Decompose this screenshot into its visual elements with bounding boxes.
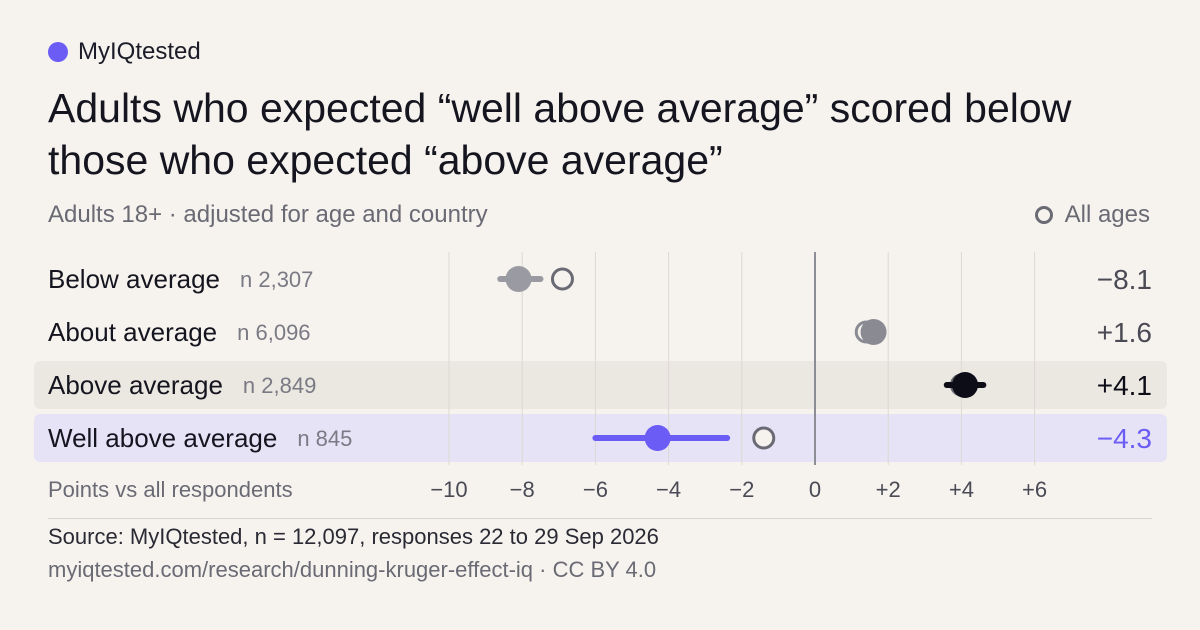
estimate-dot xyxy=(644,425,671,451)
legend-all-ages-label: All ages xyxy=(1064,201,1150,228)
brand-name: MyIQtested xyxy=(78,38,201,65)
row-highlight-band xyxy=(34,361,1167,409)
x-tick-label: −8 xyxy=(510,477,535,502)
source-url: myiqtested.com/research/dunning-kruger-e… xyxy=(48,557,657,582)
row-label: Well above average xyxy=(48,423,277,453)
row-value-label: −4.3 xyxy=(1097,423,1152,454)
all-ages-marker xyxy=(752,426,776,450)
row-value-label: −8.1 xyxy=(1097,264,1152,295)
brand: MyIQtested xyxy=(48,38,201,66)
chart-title: Adults who expected “well above average”… xyxy=(48,85,1072,183)
estimate-dot xyxy=(860,319,887,345)
x-tick-label: +2 xyxy=(876,477,901,502)
x-tick-label: −10 xyxy=(430,477,467,502)
divider xyxy=(48,518,1152,519)
source-note: Source: MyIQtested, n = 12,097, response… xyxy=(48,524,659,549)
estimate-dot xyxy=(505,266,532,292)
legend: All ages xyxy=(1034,201,1150,229)
estimate-dot xyxy=(952,372,979,398)
hollow-circle-icon xyxy=(1034,206,1053,224)
x-tick-label: 0 xyxy=(809,477,821,502)
row-n-count: n 6,096 xyxy=(237,320,310,345)
row-value-label: +1.6 xyxy=(1097,317,1152,348)
x-axis-label: Points vs all respondents xyxy=(48,477,293,502)
row-value-label: +4.1 xyxy=(1097,370,1152,401)
x-tick-label: +6 xyxy=(1022,477,1047,502)
row-label: About average xyxy=(48,317,217,347)
x-tick-label: −6 xyxy=(583,477,608,502)
row-n-count: n 845 xyxy=(297,426,352,451)
row-n-count: n 2,849 xyxy=(243,373,316,398)
brand-dot-icon xyxy=(48,42,68,62)
x-tick-label: −4 xyxy=(656,477,681,502)
row-n-count: n 2,307 xyxy=(240,267,313,292)
x-tick-label: +4 xyxy=(949,477,974,502)
row-label: Above average xyxy=(48,370,223,400)
x-tick-label: −2 xyxy=(729,477,754,502)
chart-subtitle: Adults 18+ · adjusted for age and countr… xyxy=(48,201,488,228)
row-label: Below average xyxy=(48,264,220,294)
all-ages-marker xyxy=(550,267,574,291)
